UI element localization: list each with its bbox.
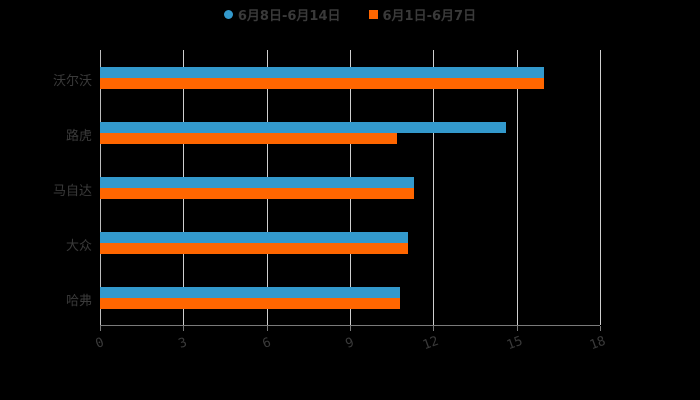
category-label: 沃尔沃 — [52, 74, 92, 89]
x-tick-label: 0 — [93, 335, 107, 352]
bar-week1[interactable] — [100, 78, 545, 89]
bar-week1[interactable] — [100, 133, 398, 144]
x-axis-line — [100, 325, 600, 326]
legend-item-1[interactable]: 6月1日-6月7日 — [368, 5, 477, 24]
x-tick-label: 3 — [176, 335, 190, 352]
x-tick-label: 6 — [260, 335, 273, 352]
x-tick — [266, 326, 268, 331]
category-label: 哈弗 — [65, 294, 92, 309]
category-label: 路虎 — [65, 129, 92, 144]
legend-label: 6月8日-6月14日 — [237, 9, 341, 24]
bar-week2[interactable] — [100, 177, 414, 188]
bar-week2[interactable] — [100, 122, 506, 133]
gridline — [516, 50, 518, 325]
legend-item-0[interactable]: 6月8日-6月14日 — [223, 5, 341, 24]
x-tick-label: 9 — [343, 335, 357, 352]
bar-week2[interactable] — [100, 67, 545, 78]
x-tick — [100, 326, 101, 331]
bar-week1[interactable] — [100, 298, 400, 309]
x-tick — [183, 326, 185, 331]
plot-area — [100, 50, 601, 325]
legend-label: 6月1日-6月7日 — [382, 9, 477, 24]
x-tick — [350, 326, 351, 331]
bar-week2[interactable] — [100, 232, 409, 243]
bar-week2[interactable] — [100, 287, 400, 298]
x-tick-label: 15 — [504, 333, 525, 354]
gridline — [600, 50, 601, 325]
gridline — [433, 50, 435, 325]
x-tick-label: 18 — [587, 333, 608, 354]
x-tick — [600, 326, 601, 331]
legend-circle-icon — [223, 10, 233, 19]
bar-week1[interactable] — [100, 243, 409, 254]
x-tick-label: 12 — [421, 333, 442, 354]
x-tick — [433, 326, 435, 331]
category-label: 马自达 — [52, 184, 92, 199]
bar-week1[interactable] — [100, 188, 414, 199]
chart-legend: 6月8日-6月14日 6月1日-6月7日 — [0, 4, 700, 24]
legend-square-icon — [368, 10, 378, 19]
x-tick — [516, 326, 518, 331]
category-label: 大众 — [65, 239, 92, 254]
